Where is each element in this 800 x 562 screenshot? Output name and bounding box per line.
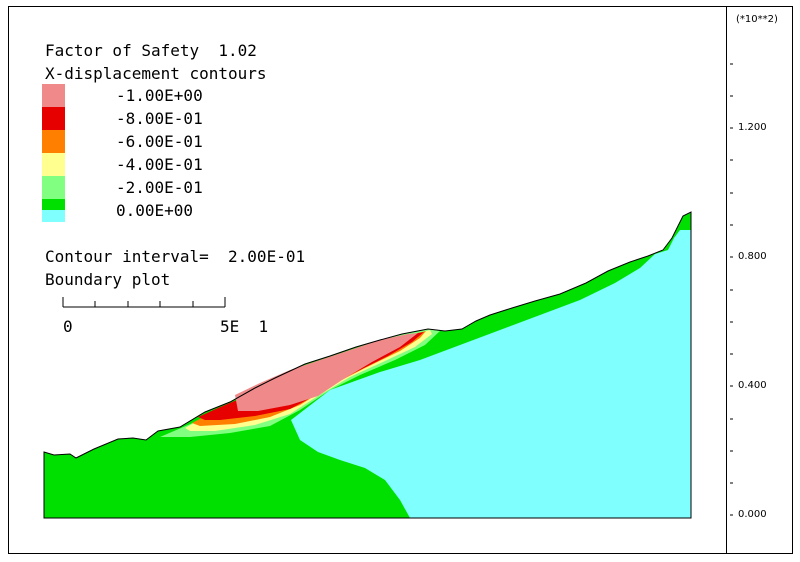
legend-item: -6.00E-01 (42, 130, 262, 153)
factor-of-safety-value: 1.02 (218, 41, 257, 60)
boundary-plot-label: Boundary plot (45, 270, 171, 289)
contour-interval-label: Contour interval= (45, 247, 209, 266)
y-axis-label-0800: 0.800 (738, 251, 767, 262)
legend-item: -4.00E-01 (42, 153, 262, 176)
legend-item: -2.00E-01 (42, 176, 262, 199)
y-axis-ticks (730, 63, 733, 516)
legend-bottom-swatch (42, 210, 262, 222)
legend-label: -6.00E-01 (116, 132, 203, 151)
contour-interval: Contour interval= 2.00E-01 (45, 248, 305, 266)
contour-interval-value: 2.00E-01 (228, 247, 306, 266)
legend-swatch (42, 107, 65, 130)
y-axis-label-1200: 1.200 (738, 122, 767, 133)
legend-swatch (42, 130, 65, 153)
band-max-displacement (235, 333, 418, 411)
legend-label: -8.00E-01 (116, 109, 203, 128)
legend-swatch (42, 176, 65, 199)
legend-item: -8.00E-01 (42, 107, 262, 130)
scale-bar-start-label: 0 (63, 317, 73, 336)
legend-label: -4.00E-01 (116, 155, 203, 174)
legend-swatch-stable (42, 210, 65, 222)
y-axis-label-0400: 0.400 (738, 380, 767, 391)
contour-title: X-displacement contours (45, 64, 267, 83)
legend-label: 0.00E+00 (116, 201, 194, 220)
factor-of-safety-label: Factor of Safety (45, 41, 200, 60)
y-axis-label-0000: 0.000 (738, 509, 767, 520)
legend-label: -2.00E-01 (116, 178, 203, 197)
plot-frame (8, 6, 793, 554)
stable-region (291, 230, 691, 518)
scale-bar-end-label: 5E 1 (220, 317, 269, 336)
ground-boundary-outline (43, 211, 692, 519)
legend-swatch (42, 153, 65, 176)
legend-item: -1.00E+00 (42, 84, 262, 107)
axis-divider (726, 6, 727, 554)
legend-label: -1.00E+00 (116, 86, 203, 105)
factor-of-safety-title: Factor of Safety 1.02 (45, 42, 257, 60)
y-axis-multiplier: (*10**2) (736, 14, 778, 25)
legend-swatch (42, 84, 65, 107)
